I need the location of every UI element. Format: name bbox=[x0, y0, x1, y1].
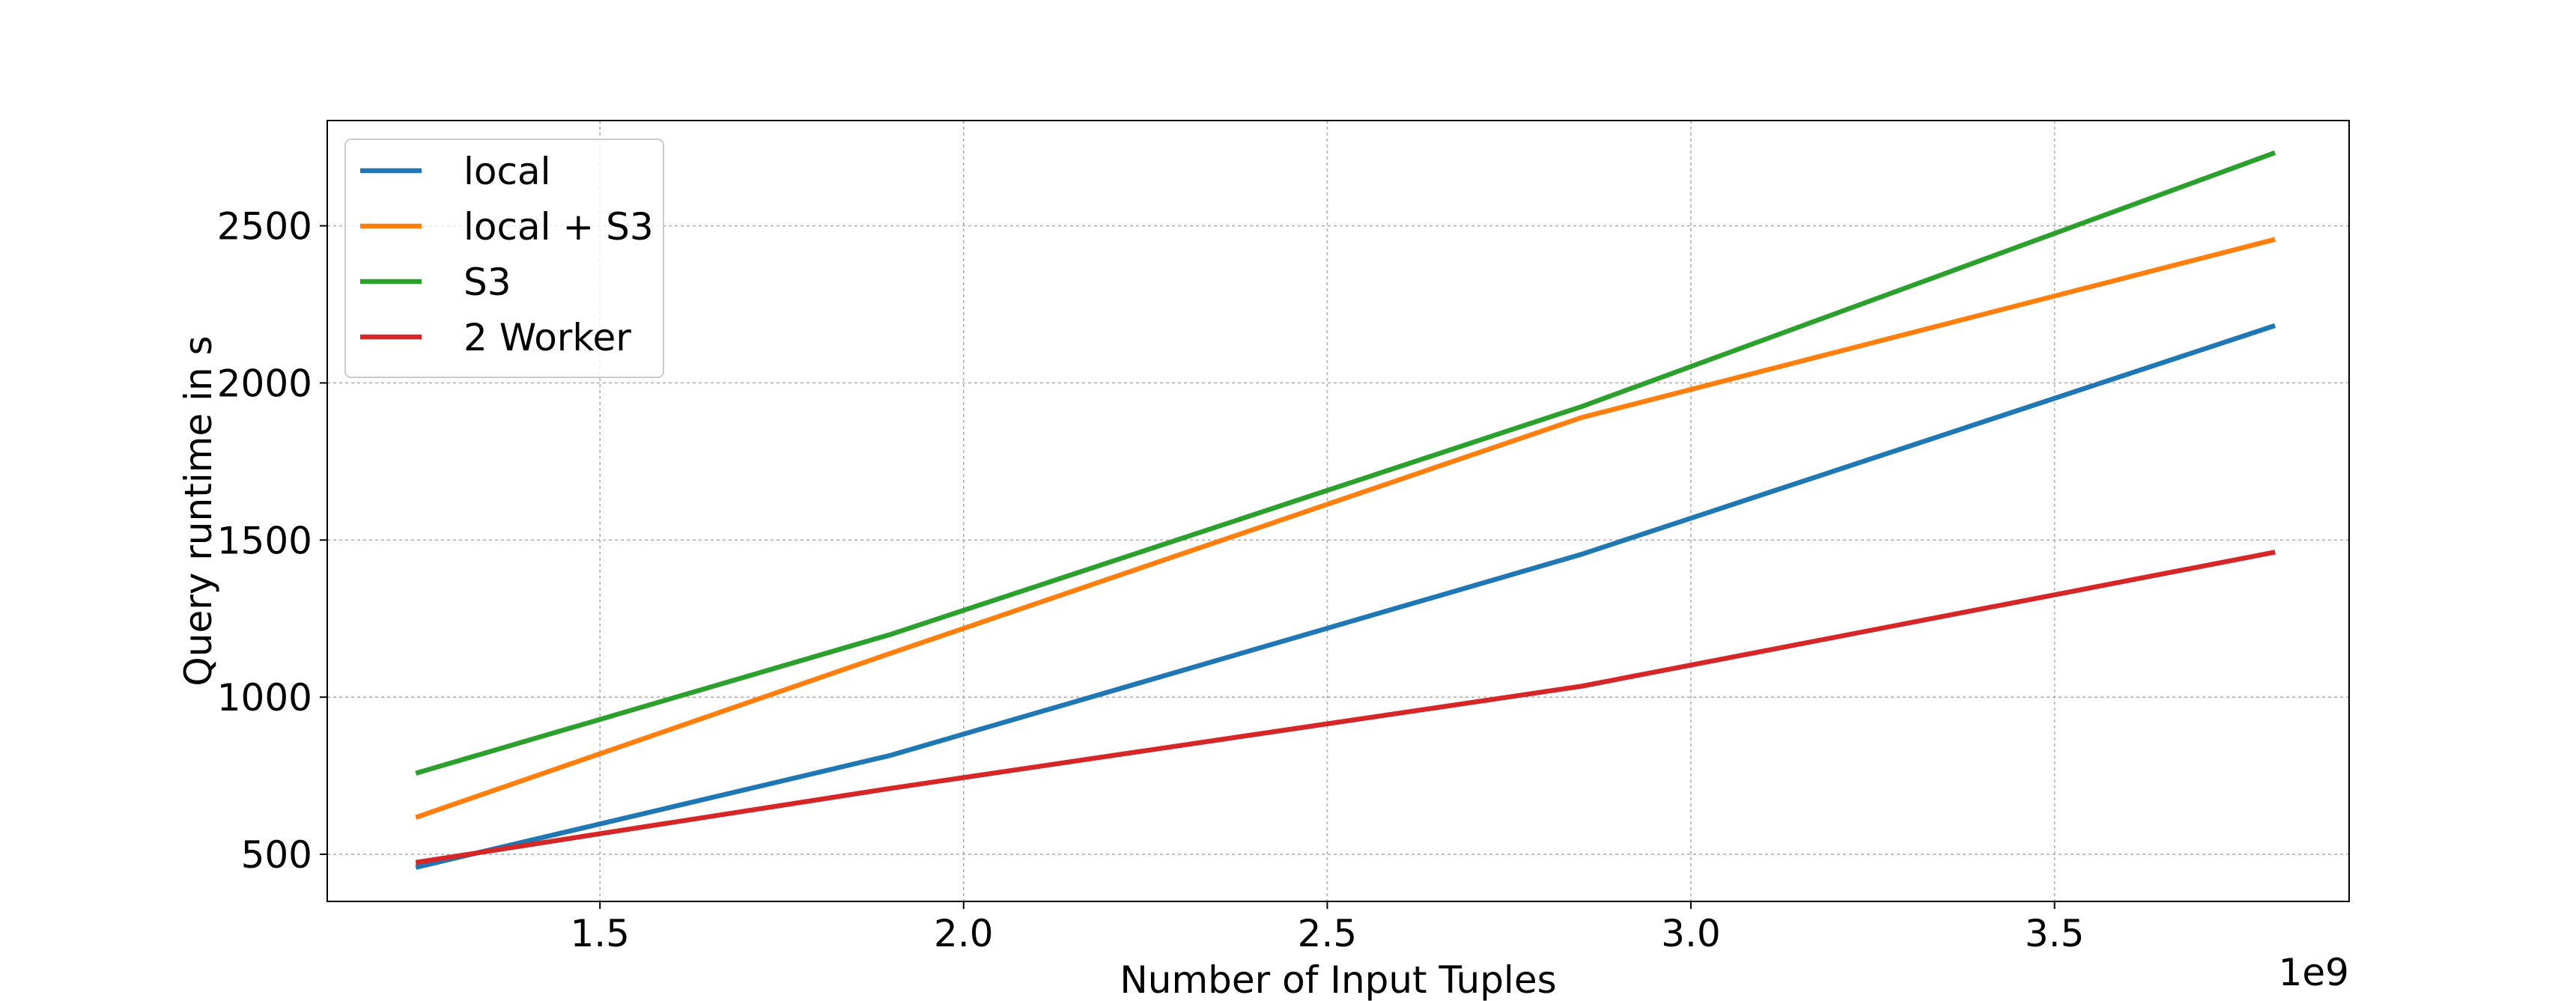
y-tick-label: 2500 bbox=[217, 205, 312, 249]
series-line-local-s3 bbox=[415, 237, 2276, 820]
series-lines bbox=[415, 150, 2276, 870]
y-axis-title: Query runtime in s bbox=[177, 335, 220, 686]
x-tick-label: 2.0 bbox=[934, 912, 994, 955]
y-tick-label: 2000 bbox=[217, 362, 312, 405]
x-tick-label: 3.5 bbox=[2025, 912, 2085, 955]
plot-area-frame bbox=[326, 120, 2350, 902]
legend-box bbox=[344, 139, 664, 378]
legend-label-local-s3: local + S3 bbox=[464, 205, 654, 249]
x-tick-label: 3.0 bbox=[1661, 912, 1721, 955]
x-tick-label: 2.5 bbox=[1298, 912, 1358, 955]
axis-ticks: 1.5 2.0 2.5 3.0 3.5 500 1000 1500 2000 2500 bbox=[217, 205, 2085, 955]
y-tick-label: 1000 bbox=[217, 676, 312, 719]
x-axis-offset-label: 1e9 bbox=[2279, 951, 2349, 994]
x-axis-title: Number of Input Tuples bbox=[1120, 958, 1556, 1001]
series-line-s3 bbox=[415, 150, 2276, 776]
series-line-local bbox=[415, 323, 2276, 870]
series-line-2-worker bbox=[415, 550, 2276, 865]
axis-labels: Number of Input Tuples Query runtime in … bbox=[177, 335, 2349, 1001]
legend-label-2-worker: 2 Worker bbox=[464, 316, 631, 359]
legend-label-s3: S3 bbox=[464, 261, 511, 304]
y-tick-label: 1500 bbox=[217, 519, 312, 562]
y-tick-label: 500 bbox=[241, 833, 312, 877]
x-tick-label: 1.5 bbox=[570, 912, 630, 955]
legend-label-local: local bbox=[464, 150, 551, 193]
legend: local local + S3 S3 2 Worker bbox=[344, 139, 664, 378]
